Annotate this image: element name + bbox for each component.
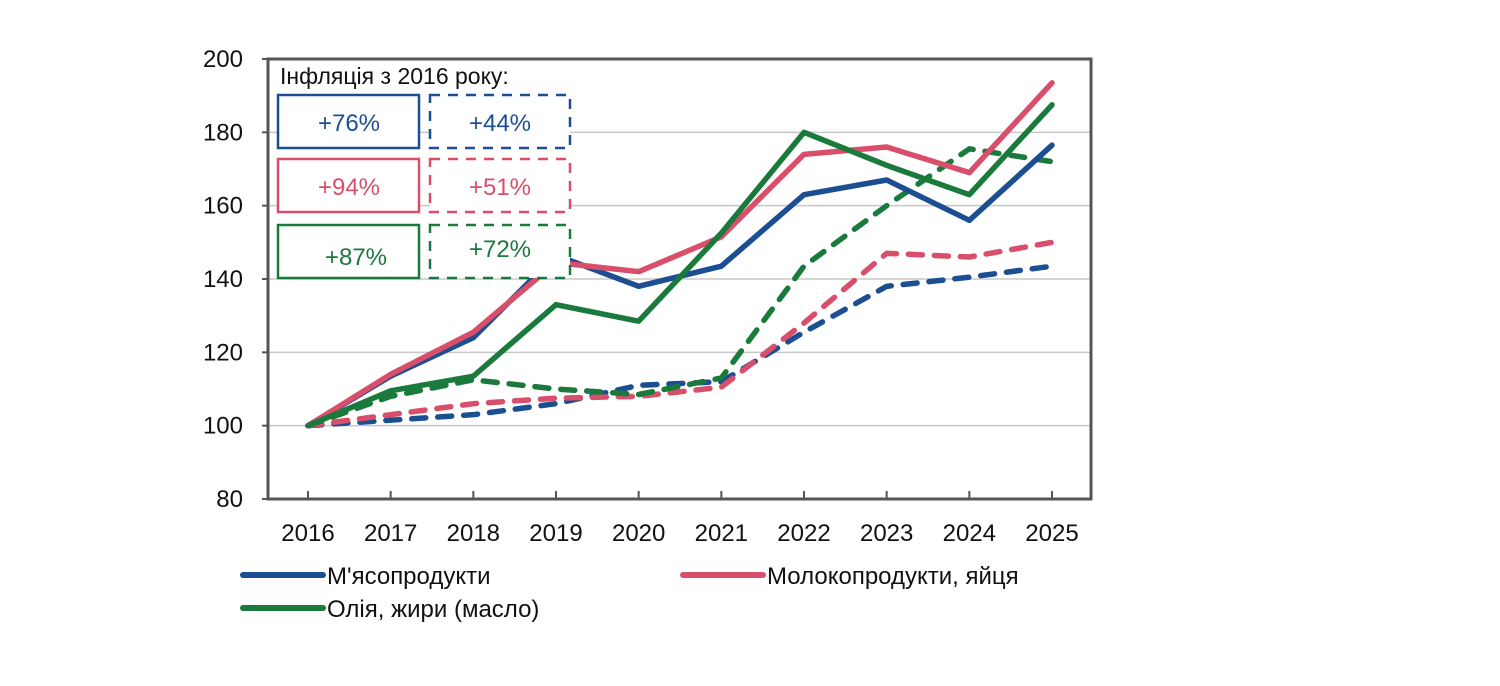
plot-frame	[266, 57, 1093, 501]
y-tick-label: 80	[216, 486, 243, 513]
y-tick-label: 100	[203, 413, 243, 440]
x-tick-label: 2016	[281, 520, 334, 547]
y-tick-label: 200	[203, 46, 243, 73]
x-tick-label: 2024	[943, 520, 996, 547]
series-line-solid-2	[305, 102, 1055, 429]
x-tick-label: 2023	[860, 520, 913, 547]
annotation-box-dashed	[428, 223, 572, 280]
series-line-solid-1	[305, 80, 1055, 429]
y-tick-label: 120	[203, 339, 243, 366]
annotation-value-dashed: +72%	[469, 236, 531, 263]
x-tick-label: 2025	[1025, 520, 1078, 547]
legend-label: М'ясопродукти	[327, 563, 491, 590]
annotation-value-solid: +94%	[318, 174, 380, 201]
legend: М'ясопродукти Молокопродукти, яйця Олія, ж…	[240, 563, 1019, 623]
annotation-value-dashed: +51%	[469, 174, 531, 201]
y-axis-ticks: 80 100 120 140 160 180 200	[203, 46, 268, 513]
x-tick-label: 2018	[447, 520, 500, 547]
y-tick-label: 140	[203, 266, 243, 293]
annotation-value-solid: +87%	[325, 244, 387, 271]
annotation-title: Інфляція з 2016 року:	[280, 63, 509, 89]
x-tick-label: 2021	[695, 520, 748, 547]
annotation-box-solid	[276, 157, 421, 214]
x-tick-label: 2017	[364, 520, 417, 547]
legend-label: Олія, жири (масло)	[327, 596, 539, 623]
x-tick-label: 2022	[777, 520, 830, 547]
series-line-dashed-4	[305, 239, 1055, 429]
annotation-value-solid: +76%	[318, 110, 380, 137]
annotation-box-solid	[276, 223, 421, 280]
annotation-box-solid	[276, 93, 421, 150]
series-line-dashed-3	[305, 263, 1055, 429]
legend-label: Молокопродукти, яйця	[767, 563, 1019, 590]
x-tick-label: 2020	[612, 520, 665, 547]
annotation-value-dashed: +44%	[469, 110, 531, 137]
x-tick-label: 2019	[529, 520, 582, 547]
y-tick-label: 180	[203, 119, 243, 146]
x-axis-ticks: 2016 2017 2018 2019 2020 2021 2022 2023 2024 2025	[281, 491, 1079, 547]
series-lines	[305, 80, 1055, 429]
annotation-box-dashed	[428, 93, 572, 150]
inflation-annotation: Інфляція з 2016 року: +76% +44% +94% +51% +8…	[276, 63, 572, 280]
annotation-box-dashed	[428, 157, 572, 214]
y-tick-label: 160	[203, 193, 243, 220]
